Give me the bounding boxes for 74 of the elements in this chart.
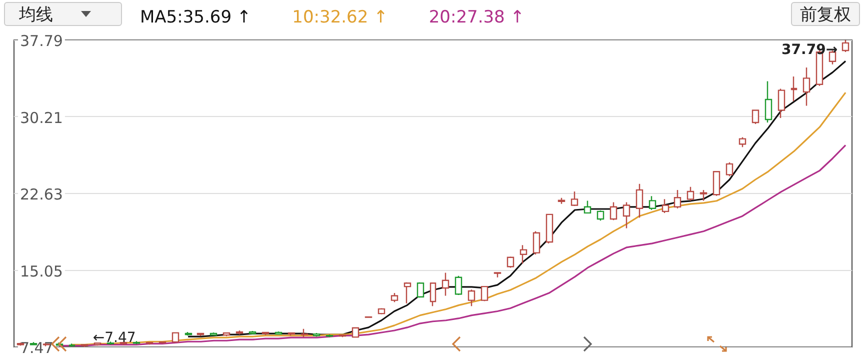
candlestick [700,189,708,202]
candlestick [42,342,50,347]
candlestick [68,343,76,348]
candlestick [494,272,502,278]
candlestick [726,162,734,177]
candlestick [210,332,218,336]
candlestick [674,189,682,209]
candlestick [442,272,450,296]
candlestick [842,39,850,53]
candlestick [454,275,462,296]
candlestick [120,342,128,346]
candlestick [172,332,180,344]
candlestick [570,190,578,207]
candlestick [288,332,296,336]
candlestick [338,334,346,338]
candlestick [506,256,514,268]
text: 前复权 [791,2,860,26]
candlestick [584,200,592,214]
candlestick [378,308,386,315]
y-tick-label: 37.79 [20,32,63,50]
annotation: ←7.47 [92,330,136,346]
candlestick [648,196,656,211]
y-tick-label: 15.05 [20,262,63,280]
y-tick-label: 22.63 [20,186,63,204]
candlestick [222,332,230,337]
candlestick [416,282,424,298]
candlestick [132,340,140,345]
candlestick [752,109,760,125]
candlestick [262,331,270,336]
text: 均线 [19,4,53,26]
candlestick [802,66,810,106]
candlestick [790,76,798,102]
candlestick [404,282,412,304]
line-series [71,92,846,346]
candlestick [558,197,566,205]
candlestick [738,136,746,148]
candlestick [778,88,786,119]
line-series [187,60,846,338]
candlestick [274,330,282,336]
candlestick [546,213,554,244]
candlestick [636,183,644,218]
candlestick [248,330,256,336]
candlestick [520,244,528,264]
candlestick [326,334,334,338]
candlestick [146,342,154,346]
candlestick [596,210,604,222]
candlestick [30,342,38,346]
text: 10:32.62 ↑ [292,8,388,28]
candlestick [80,344,88,348]
candlestick [390,292,398,303]
candlestick [430,282,436,307]
candlestick [712,170,720,196]
candlestick [352,327,360,338]
candlestick [532,230,540,256]
y-tick-label: 7.47 [20,339,54,357]
candlestick [158,341,166,344]
candlestick [764,80,772,124]
candlestick [480,285,488,302]
candlestick [662,198,670,214]
candlestick [468,288,476,307]
candlestick [196,332,204,337]
candlestick [94,342,102,346]
text: 20:27.38 ↑ [428,8,525,28]
candlestick [686,186,694,202]
candlestick [106,341,114,346]
candlestick [236,330,244,336]
text: MA5:35.69 ↑ [140,8,252,28]
candlestick [300,328,308,338]
candlestick [184,331,192,336]
candlestick [312,332,320,338]
candlestick [622,202,630,229]
candlestick [610,202,618,221]
annotation: 37.79→ [782,42,838,58]
y-tick-label: 30.21 [20,108,63,127]
